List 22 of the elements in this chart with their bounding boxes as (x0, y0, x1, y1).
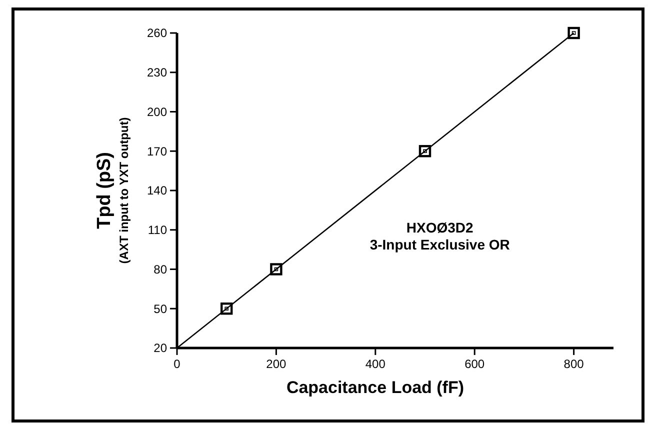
y-tick-label: 260 (146, 26, 168, 40)
y-tick-label: 80 (154, 262, 168, 276)
y-tick-label: 50 (154, 302, 168, 316)
y-tick-label: 110 (148, 223, 168, 238)
point (270, 263, 282, 276)
x-tick-label: 800 (564, 357, 584, 371)
x-axis-title: Capacitance Load (fF) (286, 378, 464, 397)
x-tick-label: 400 (365, 357, 386, 371)
y-tick-label: 140 (146, 184, 168, 198)
y-tick-label: 20 (154, 341, 168, 356)
y-tick-label: 200 (146, 104, 168, 119)
y-axis-title: Tpd (pS) (AXT input to YXT output) (94, 117, 131, 264)
x-tick-label: 0 (174, 357, 181, 371)
point (220, 302, 233, 315)
y-tick-label: 230 (146, 66, 168, 80)
x-tick-label: 600 (464, 357, 485, 371)
point (568, 26, 580, 40)
point (418, 145, 432, 158)
annotation: HXOØ3D2 (406, 220, 474, 236)
x-tick-label: 200 (266, 357, 287, 371)
annotation: 3-Input Exclusive OR (370, 236, 510, 252)
y-tick-label: 170 (146, 144, 168, 158)
